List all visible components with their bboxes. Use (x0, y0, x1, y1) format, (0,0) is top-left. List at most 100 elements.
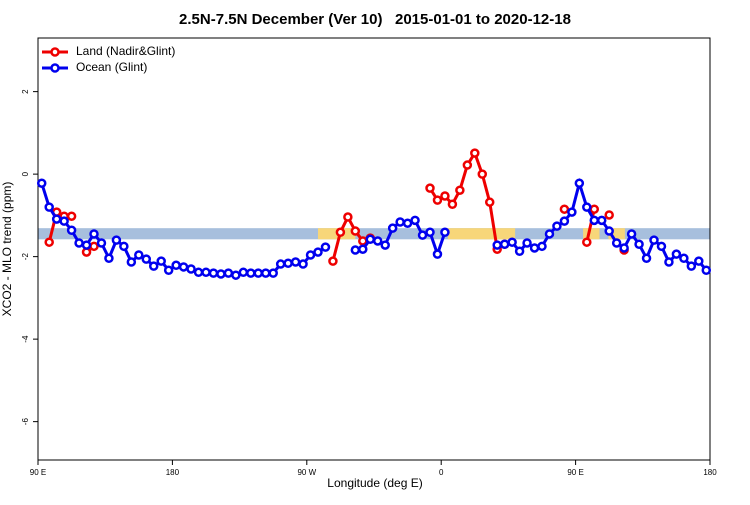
data-point (343, 212, 353, 222)
data-point (619, 243, 629, 253)
y-axis-label: XCO2 - MLO trend (ppm) (0, 182, 14, 317)
data-point (544, 229, 555, 239)
data-point (350, 226, 361, 236)
data-point (171, 260, 181, 271)
x-tick-label: 90 E (567, 468, 583, 477)
legend-label: Land (Nadir&Glint) (76, 44, 175, 58)
data-point (432, 195, 443, 205)
data-point (679, 253, 689, 264)
data-point (664, 257, 674, 267)
data-point (380, 240, 390, 250)
data-point (201, 267, 211, 278)
data-point (507, 237, 517, 247)
data-point (641, 253, 652, 264)
data-point (372, 236, 383, 246)
data-point (611, 238, 622, 248)
data-point (328, 256, 338, 266)
data-point (96, 238, 107, 248)
data-point (186, 264, 196, 274)
plot-frame (37, 37, 711, 461)
data-point (484, 197, 495, 207)
data-point (552, 221, 562, 231)
x-tick-label: 180 (166, 468, 180, 477)
data-point (51, 214, 62, 224)
data-point (649, 235, 659, 245)
data-point (66, 211, 77, 221)
highlight-band (583, 228, 600, 240)
data-point (208, 268, 219, 278)
data-point (193, 267, 204, 278)
data-point (626, 229, 637, 239)
data-point (178, 262, 189, 272)
data-point (455, 185, 465, 195)
data-point (275, 259, 286, 269)
data-point (36, 178, 47, 188)
data-point (589, 215, 600, 226)
data-point (305, 250, 316, 260)
data-point (604, 210, 614, 220)
data-point (313, 247, 323, 257)
chart-title: 2.5N-7.5N December (Ver 10) 2015-01-01 t… (179, 11, 571, 28)
data-point (231, 270, 241, 280)
reference-band (38, 228, 710, 240)
data-point (365, 234, 376, 245)
data-point (559, 216, 570, 226)
data-point (283, 258, 293, 268)
data-point (387, 223, 398, 233)
x-tick-label: 90 W (297, 468, 316, 477)
highlight-band (447, 228, 516, 240)
data-point (522, 238, 532, 248)
data-point (514, 246, 525, 257)
data-point (111, 235, 122, 245)
data-point (44, 237, 54, 247)
data-point (492, 240, 502, 250)
data-point (253, 268, 264, 278)
data-point (559, 204, 570, 214)
data-point (223, 268, 234, 278)
data-point (596, 215, 607, 226)
data-point (335, 227, 346, 238)
data-point (686, 261, 697, 271)
data-point (119, 241, 129, 252)
data-point (268, 268, 278, 278)
legend-marker (50, 63, 60, 73)
data-point (81, 240, 92, 250)
data-point (163, 265, 174, 275)
data-point (410, 215, 420, 226)
data-point (66, 225, 77, 235)
data-point (671, 249, 682, 259)
x-tick-label: 90 E (30, 468, 46, 477)
data-point (402, 218, 413, 228)
data-point (417, 230, 428, 240)
data-point (59, 216, 69, 226)
data-point (529, 243, 540, 253)
data-point (604, 226, 614, 236)
data-point (567, 207, 577, 217)
data-point (589, 204, 600, 214)
highlight-band (608, 228, 625, 240)
data-point (634, 239, 644, 250)
y-tick-label: -6 (21, 418, 30, 426)
data-point (104, 253, 114, 264)
data-point (148, 261, 159, 271)
data-point (440, 227, 450, 238)
data-point (134, 250, 144, 260)
x-axis-label: Longitude (deg E) (327, 476, 422, 490)
data-point (499, 239, 510, 250)
data-point (141, 254, 152, 264)
data-point (574, 178, 585, 188)
y-tick-label: 2 (21, 89, 30, 94)
y-tick-label: -2 (21, 253, 30, 261)
data-point (395, 217, 405, 227)
data-point (290, 257, 301, 267)
data-point (462, 160, 473, 170)
legend-marker (50, 47, 60, 57)
data-point (216, 269, 226, 279)
data-point (298, 259, 308, 269)
data-point (260, 268, 271, 278)
x-tick-label: 0 (439, 468, 444, 477)
data-point (477, 169, 488, 179)
legend-label: Ocean (Glint) (76, 60, 147, 74)
data-point (701, 265, 712, 275)
